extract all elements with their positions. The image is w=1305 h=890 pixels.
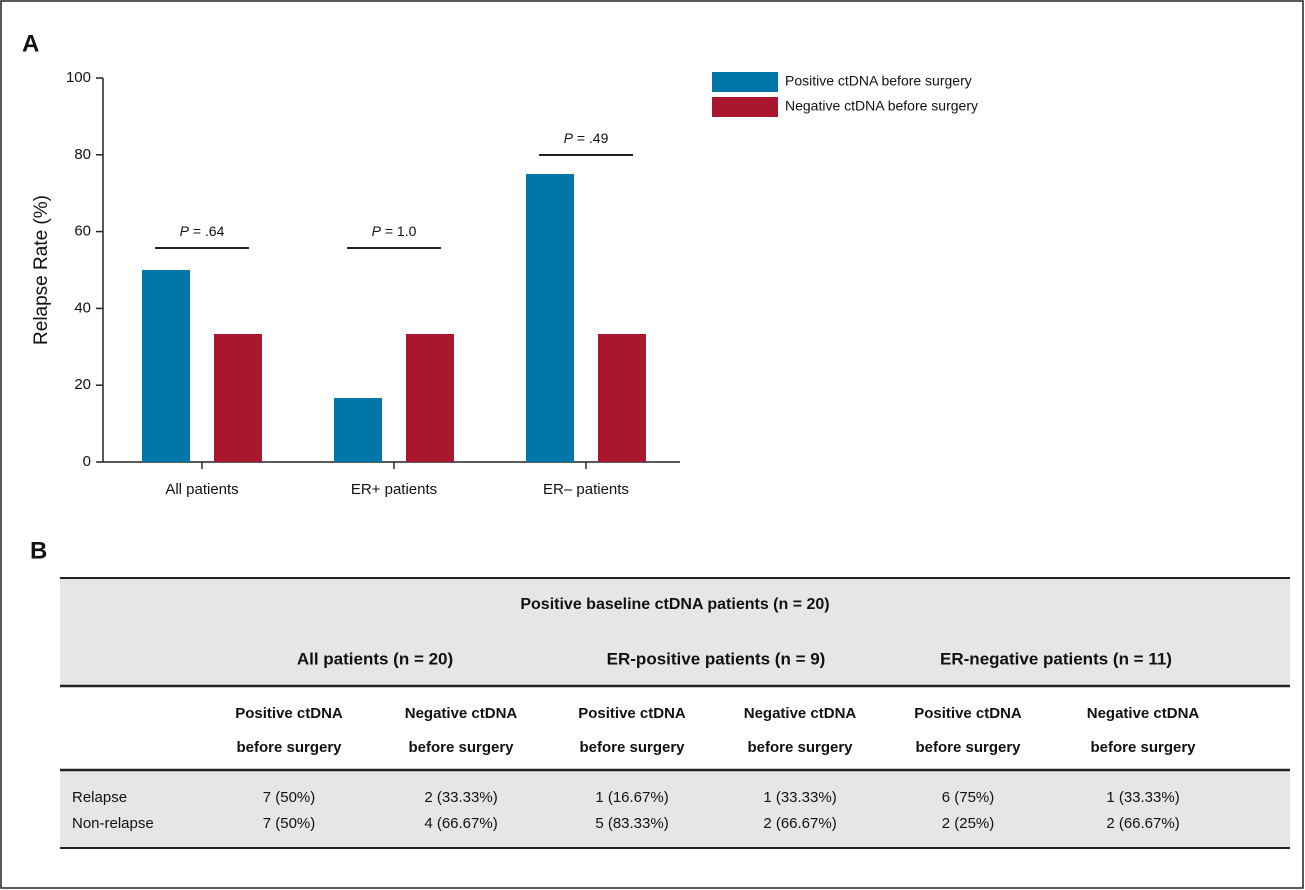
table-cell: 2 (25%) bbox=[942, 815, 995, 832]
bar bbox=[142, 270, 190, 462]
table-cell: 2 (66.67%) bbox=[763, 815, 836, 832]
x-tick-label: ER– patients bbox=[543, 481, 629, 498]
row-label: Non-relapse bbox=[72, 815, 154, 832]
y-tick-label: 60 bbox=[74, 223, 91, 240]
bar bbox=[598, 334, 646, 462]
y-tick-label: 20 bbox=[74, 376, 91, 393]
column-header: before surgery bbox=[747, 739, 853, 756]
column-header: before surgery bbox=[408, 739, 514, 756]
group-header: ER-negative patients (n = 11) bbox=[940, 649, 1172, 668]
p-symbol: P bbox=[372, 223, 382, 239]
column-header: before surgery bbox=[915, 739, 1021, 756]
table-header-bg bbox=[60, 578, 1290, 686]
p-value: P = 1.0 bbox=[372, 223, 417, 239]
legend-label: Positive ctDNA before surgery bbox=[785, 73, 972, 89]
row-label: Relapse bbox=[72, 789, 127, 806]
legend-label: Negative ctDNA before surgery bbox=[785, 98, 978, 114]
p-symbol: P bbox=[180, 223, 190, 239]
legend-swatch bbox=[712, 97, 778, 117]
table-cell: 1 (16.67%) bbox=[595, 789, 668, 806]
column-header: Positive ctDNA bbox=[914, 705, 1022, 722]
legend-swatch bbox=[712, 72, 778, 92]
column-header: Positive ctDNA bbox=[235, 705, 343, 722]
table-cell: 5 (83.33%) bbox=[595, 815, 668, 832]
table-cell: 2 (33.33%) bbox=[424, 789, 497, 806]
table-cell: 1 (33.33%) bbox=[763, 789, 836, 806]
p-text: = .64 bbox=[193, 223, 225, 239]
y-tick-label: 80 bbox=[74, 146, 91, 163]
y-tick-label: 0 bbox=[83, 453, 91, 470]
table-cell: 4 (66.67%) bbox=[424, 815, 497, 832]
table-cell: 6 (75%) bbox=[942, 789, 995, 806]
y-tick-label: 40 bbox=[74, 299, 91, 316]
bar bbox=[214, 334, 262, 462]
column-header: Negative ctDNA bbox=[405, 705, 518, 722]
p-text: = 1.0 bbox=[385, 223, 417, 239]
column-header: Positive ctDNA bbox=[578, 705, 686, 722]
bar bbox=[526, 174, 574, 462]
table-cell: 7 (50%) bbox=[263, 815, 316, 832]
p-value: P = .49 bbox=[564, 130, 609, 146]
x-tick-label: All patients bbox=[165, 481, 238, 498]
column-header: before surgery bbox=[579, 739, 685, 756]
panel-label: A bbox=[22, 30, 39, 57]
table-cell: 7 (50%) bbox=[263, 789, 316, 806]
table-body-bg bbox=[60, 771, 1290, 848]
table-cell: 2 (66.67%) bbox=[1106, 815, 1179, 832]
y-axis-label: Relapse Rate (%) bbox=[31, 195, 52, 345]
column-header: before surgery bbox=[1090, 739, 1196, 756]
panel-label: B bbox=[30, 537, 47, 564]
table-cell: 1 (33.33%) bbox=[1106, 789, 1179, 806]
bar bbox=[406, 334, 454, 462]
group-header: ER-positive patients (n = 9) bbox=[607, 649, 826, 668]
column-header: Negative ctDNA bbox=[1087, 705, 1200, 722]
table-title: Positive baseline ctDNA patients (n = 20… bbox=[520, 596, 829, 613]
group-header: All patients (n = 20) bbox=[297, 649, 453, 668]
p-symbol: P bbox=[564, 130, 574, 146]
p-text: = .49 bbox=[577, 130, 609, 146]
bar bbox=[334, 397, 382, 462]
p-value: P = .64 bbox=[180, 223, 225, 239]
y-tick-label: 100 bbox=[66, 69, 91, 86]
column-header: Negative ctDNA bbox=[744, 705, 857, 722]
x-tick-label: ER+ patients bbox=[351, 481, 437, 498]
column-header: before surgery bbox=[236, 739, 342, 756]
